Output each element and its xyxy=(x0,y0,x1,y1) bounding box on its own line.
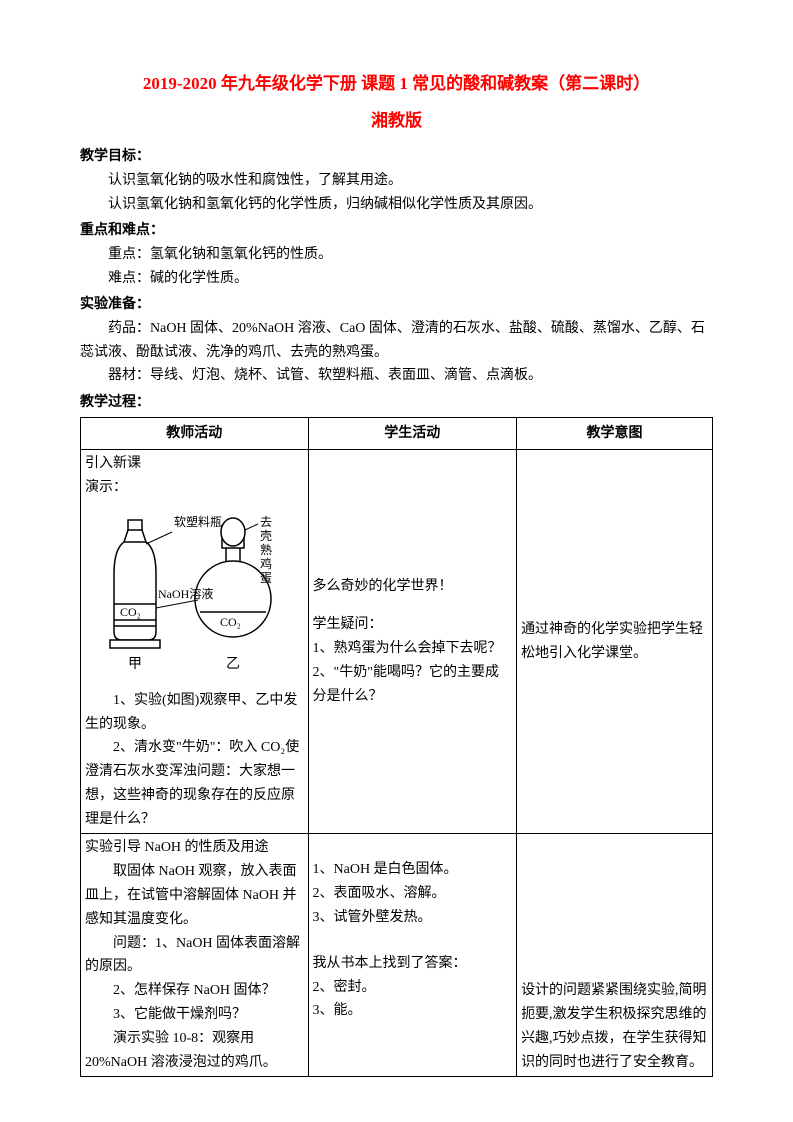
teacher-r2-h: 实验引导 NaOH 的性质及用途 xyxy=(85,836,304,860)
label-egg-5: 蛋 xyxy=(260,571,272,585)
objectives-heading: 教学目标： xyxy=(80,146,713,168)
student-r1-p2: 学生疑问： xyxy=(313,613,513,637)
label-yi: 乙 xyxy=(226,656,240,672)
student-r2-p1: 1、NaOH 是白色固体。 xyxy=(313,858,513,882)
cell-intent-1: 通过神奇的化学实验把学生轻松地引入化学课堂。 xyxy=(517,450,713,834)
teacher-r1-p1: 1、实验(如图)观察甲、乙中发生的现象。 xyxy=(85,689,304,737)
cell-teacher-2: 实验引导 NaOH 的性质及用途 取固体 NaOH 观察，放入表面皿上，在试管中… xyxy=(81,834,309,1077)
diagram-svg: 软塑料瓶 去 壳 熟 鸡 蛋 NaOH溶液 CO₂ CO₂ 甲 乙 xyxy=(94,504,294,674)
label-co2-left: CO₂ xyxy=(120,605,141,619)
doc-title-line1: 2019-2020 年九年级化学下册 课题 1 常见的酸和碱教案（第二课时） xyxy=(80,70,713,97)
spacer xyxy=(313,930,513,952)
table-row: 实验引导 NaOH 的性质及用途 取固体 NaOH 观察，放入表面皿上，在试管中… xyxy=(81,834,713,1077)
student-r2-p4: 我从书本上找到了答案： xyxy=(313,952,513,976)
table-header-row: 教师活动 学生活动 教学意图 xyxy=(81,417,713,450)
student-r2-p5: 2、密封。 xyxy=(313,976,513,1000)
label-egg-4: 鸡 xyxy=(260,556,272,571)
label-bottle: 软塑料瓶 xyxy=(174,514,222,529)
objective-1: 认识氢氧化钠的吸水性和腐蚀性，了解其用途。 xyxy=(80,169,713,193)
cell-intent-2: 设计的问题紧紧围绕实验,简明扼要,激发学生积极探究思维的兴趣,巧妙点拨，在学生获… xyxy=(517,834,713,1077)
cell-student-2: 1、NaOH 是白色固体。 2、表面吸水、溶解。 3、试管外壁发热。 我从书本上… xyxy=(308,834,517,1077)
student-r2-p3: 3、试管外壁发热。 xyxy=(313,906,513,930)
label-jia: 甲 xyxy=(128,657,142,672)
teacher-intro-1: 引入新课 xyxy=(85,452,304,476)
prep-2: 器材：导线、灯泡、烧杯、试管、软塑料瓶、表面皿、滴管、点滴板。 xyxy=(80,364,713,388)
student-r1-p1: 多么奇妙的化学世界！ xyxy=(313,575,513,599)
teacher-intro-2: 演示： xyxy=(85,476,304,500)
intent-r2: 设计的问题紧紧围绕实验,简明扼要,激发学生积极探究思维的兴趣,巧妙点拨，在学生获… xyxy=(521,979,708,1074)
student-r1-p4: 2、"牛奶"能喝吗？它的主要成分是什么？ xyxy=(313,661,513,709)
teacher-r2-p2: 问题：1、NaOH 固体表面溶解的原因。 xyxy=(85,932,304,980)
label-egg-2: 壳 xyxy=(260,529,272,543)
keypoint-1: 重点：氢氧化钠和氢氧化钙的性质。 xyxy=(80,243,713,267)
teacher-r2-p4: 3、它能做干燥剂吗？ xyxy=(85,1003,304,1027)
th-intent: 教学意图 xyxy=(517,417,713,450)
doc-title-line2: 湘教版 xyxy=(80,107,713,134)
prep-1: 药品：NaOH 固体、20%NaOH 溶液、CaO 固体、澄清的石灰水、盐酸、硫… xyxy=(80,317,713,365)
teacher-r2-p5: 演示实验 10-8：观察用20%NaOH 溶液浸泡过的鸡爪。 xyxy=(85,1027,304,1075)
keypoint-2: 难点：碱的化学性质。 xyxy=(80,267,713,291)
label-egg-1: 去 xyxy=(260,515,272,529)
label-co2-right: CO₂ xyxy=(220,615,241,629)
experiment-diagram: 软塑料瓶 去 壳 熟 鸡 蛋 NaOH溶液 CO₂ CO₂ 甲 乙 xyxy=(85,504,304,683)
spacer xyxy=(313,599,513,613)
process-heading: 教学过程： xyxy=(80,392,713,414)
student-r2-p6: 3、能。 xyxy=(313,999,513,1023)
objective-2: 认识氢氧化钠和氢氧化钙的化学性质，归纳碱相似化学性质及其原因。 xyxy=(80,193,713,217)
lesson-table: 教师活动 学生活动 教学意图 引入新课 演示： xyxy=(80,417,713,1078)
label-egg-3: 熟 xyxy=(260,542,272,557)
student-r2-p2: 2、表面吸水、溶解。 xyxy=(313,882,513,906)
th-student: 学生活动 xyxy=(308,417,517,450)
table-row: 引入新课 演示： xyxy=(81,450,713,834)
prep-heading: 实验准备： xyxy=(80,294,713,316)
cell-teacher-1: 引入新课 演示： xyxy=(81,450,309,834)
teacher-r1-p2: 2、清水变"牛奶"：吹入 CO₂使澄清石灰水变浑浊问题：大家想一想，这些神奇的现… xyxy=(85,736,304,831)
student-r1-p3: 1、熟鸡蛋为什么会掉下去呢？ xyxy=(313,637,513,661)
spacer xyxy=(313,836,513,858)
cell-student-1: 多么奇妙的化学世界！ 学生疑问： 1、熟鸡蛋为什么会掉下去呢？ 2、"牛奶"能喝… xyxy=(308,450,517,834)
intent-r1: 通过神奇的化学实验把学生轻松地引入化学课堂。 xyxy=(521,618,708,666)
keypoints-heading: 重点和难点： xyxy=(80,220,713,242)
th-teacher: 教师活动 xyxy=(81,417,309,450)
teacher-r2-p3: 2、怎样保存 NaOH 固体？ xyxy=(85,979,304,1003)
teacher-r2-p1: 取固体 NaOH 观察，放入表面皿上，在试管中溶解固体 NaOH 并感知其温度变… xyxy=(85,860,304,931)
label-solution: NaOH溶液 xyxy=(158,586,213,601)
